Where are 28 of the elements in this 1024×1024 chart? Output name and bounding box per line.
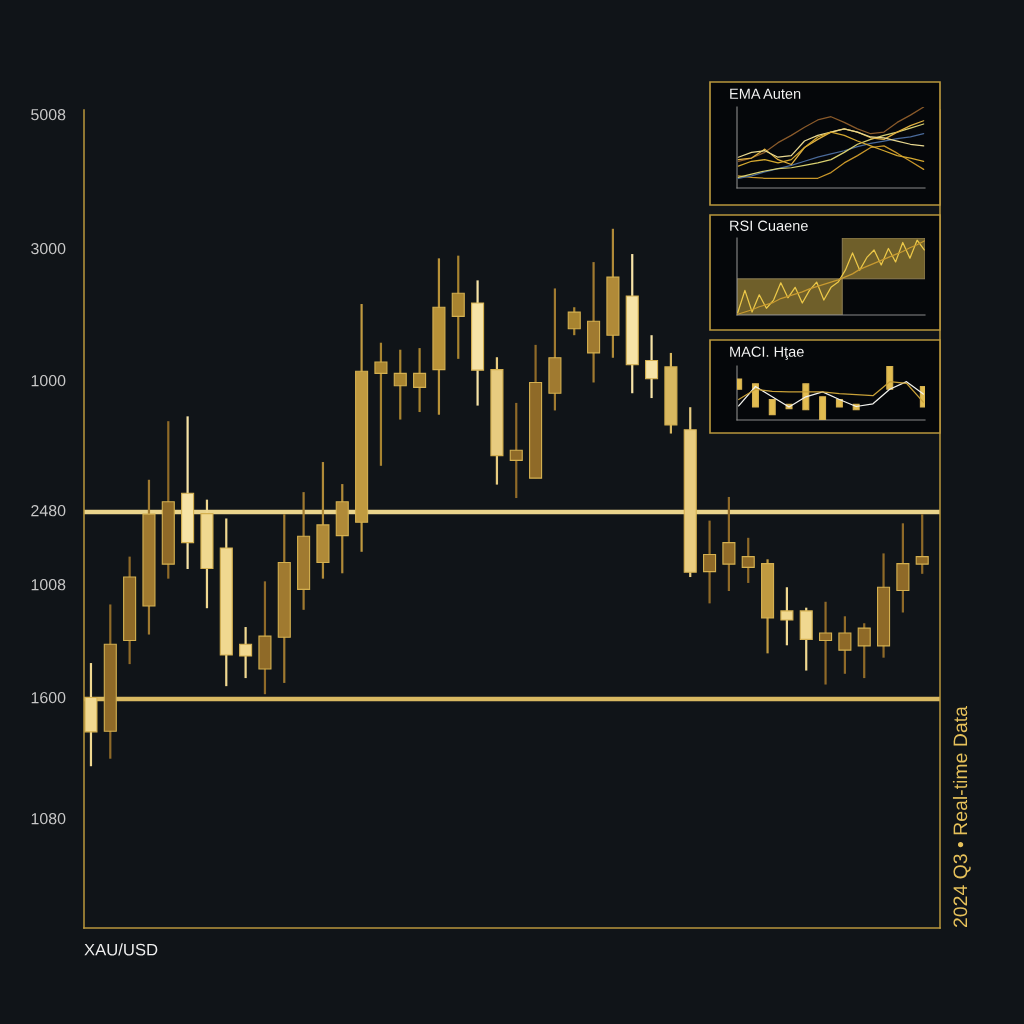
candlestick	[451, 254, 465, 360]
candlestick	[567, 306, 581, 337]
text: 5008	[31, 108, 66, 121]
candlestick	[703, 519, 717, 605]
text: 2480	[31, 504, 66, 517]
candlestick	[819, 600, 833, 686]
candlestick	[645, 334, 659, 400]
text: 3000	[31, 242, 66, 255]
candlestick	[374, 341, 388, 467]
candlestick	[509, 401, 523, 500]
candlestick	[413, 346, 427, 414]
candlestick	[239, 625, 253, 680]
candlestick	[915, 513, 929, 575]
text: 1000	[31, 374, 66, 387]
chart-title: MACI. Hţae	[730, 346, 804, 360]
candlestick	[722, 495, 736, 593]
text: 1008	[31, 578, 66, 591]
text: 2024 Q3 • Real-time Data	[952, 706, 971, 928]
text: 1080	[31, 812, 66, 825]
candlestick	[857, 622, 871, 680]
candlestick	[393, 348, 407, 421]
candlestick	[780, 586, 794, 647]
candlestick	[838, 615, 852, 675]
candlestick	[741, 536, 755, 585]
chart-title: RSI Cuaene	[730, 220, 808, 231]
x-axis-title: XAU/USD	[84, 943, 158, 956]
text: 1600	[31, 691, 66, 704]
chart-title: EMA Auten	[730, 88, 801, 99]
